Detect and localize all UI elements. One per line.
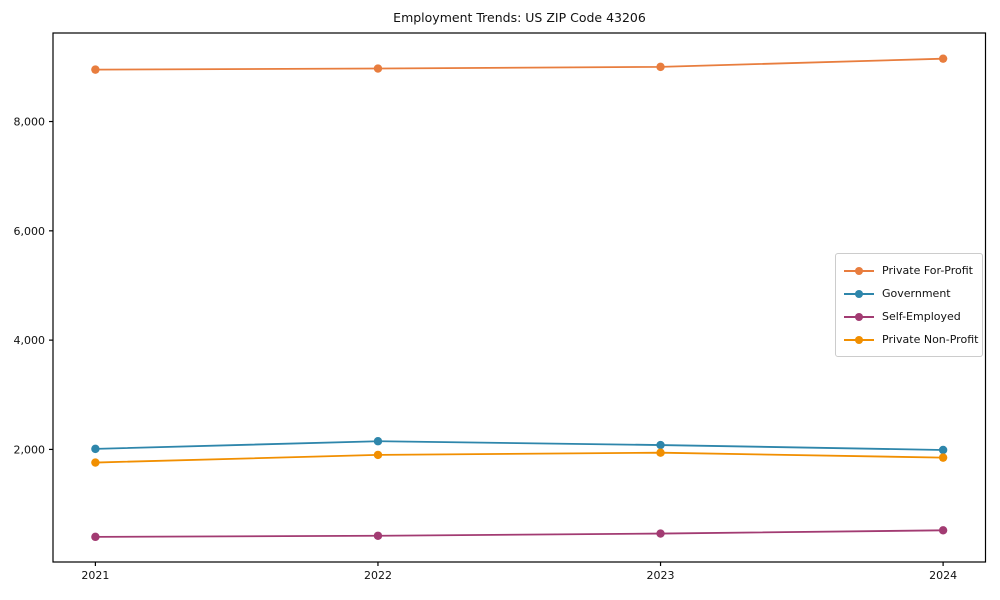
y-tick-label: 2,000	[14, 443, 46, 456]
data-point	[938, 453, 948, 462]
series-line-self-employed	[95, 529, 944, 538]
data-point	[373, 531, 383, 540]
y-tick-label: 6,000	[14, 225, 46, 238]
series-line-private-for-profit	[95, 57, 944, 71]
legend-marker-icon	[844, 266, 874, 276]
data-point	[373, 437, 383, 446]
legend-item: Self-Employed	[844, 305, 974, 328]
y-tick-label: 4,000	[14, 334, 46, 347]
plot-frame	[52, 32, 987, 563]
data-point	[91, 444, 100, 454]
data-point	[938, 526, 948, 535]
legend-item: Private Non-Profit	[844, 328, 978, 351]
data-point	[656, 448, 665, 457]
chart-title: Employment Trends: US ZIP Code 43206	[393, 10, 646, 25]
data-point	[656, 440, 665, 450]
x-tick-label: 2023	[647, 569, 675, 582]
legend: Private For-Profit Government Self-Emplo…	[835, 253, 983, 357]
legend-label: Government	[882, 287, 951, 300]
data-point	[91, 458, 100, 467]
legend-marker-icon	[844, 289, 874, 299]
data-point	[656, 529, 665, 538]
legend-label: Self-Employed	[882, 310, 961, 323]
legend-marker-icon	[844, 312, 874, 322]
data-point	[373, 450, 383, 460]
x-tick-label: 2022	[364, 569, 392, 582]
legend-item: Government	[844, 282, 974, 305]
y-tick-label: 8,000	[14, 116, 46, 129]
data-point	[938, 445, 948, 455]
data-point	[91, 532, 100, 542]
data-point	[373, 64, 383, 73]
series-line-private-non-profit	[95, 451, 944, 464]
data-point	[656, 62, 665, 72]
legend-item: Private For-Profit	[844, 259, 974, 282]
legend-label: Private Non-Profit	[882, 333, 979, 346]
data-point	[938, 54, 948, 63]
x-tick-label: 2024	[929, 569, 957, 582]
x-tick-label: 2021	[81, 569, 109, 582]
legend-label: Private For-Profit	[882, 264, 973, 277]
legend-marker-icon	[844, 335, 874, 345]
series-line-government	[95, 440, 944, 451]
data-point	[91, 65, 100, 74]
